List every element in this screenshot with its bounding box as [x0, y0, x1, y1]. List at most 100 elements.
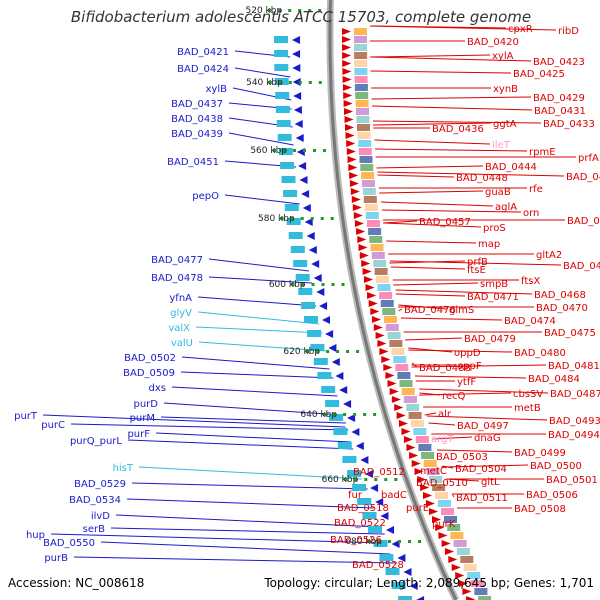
- gene-label-right: BAD_0420: [467, 37, 519, 48]
- gene-arrow-right: [403, 436, 413, 443]
- tick-dot: [288, 81, 292, 84]
- gene-label-right: cbsSV: [513, 389, 543, 400]
- gene-arrow-right: [345, 124, 354, 131]
- gene-block-right: [360, 164, 374, 171]
- gene-arrow-right: [396, 412, 406, 419]
- gene-arrow-right: [362, 268, 372, 275]
- gene-arrow-left: [351, 428, 360, 436]
- gene-block-right: [354, 76, 368, 83]
- connector-right: [400, 317, 503, 321]
- gene-block-right: [437, 500, 451, 507]
- gene-arrow-left: [313, 274, 322, 282]
- gene-block-left: [276, 120, 291, 127]
- connector-right: [411, 364, 547, 368]
- gene-block-right: [389, 340, 403, 347]
- gene-arrow-right: [346, 148, 356, 155]
- gene-label-left: serB: [83, 524, 105, 535]
- gene-label-left: BAD_0529: [74, 479, 126, 490]
- gene-block-left: [325, 400, 340, 407]
- gene-label-right: BAD_0476: [404, 305, 456, 316]
- gene-arrow-left: [293, 106, 302, 114]
- gene-arrow-right: [348, 164, 358, 171]
- gene-arrow-right: [458, 580, 468, 587]
- gene-label-right: BAD_0436: [432, 124, 484, 135]
- gene-block-right: [408, 412, 422, 419]
- tick-dot: [310, 217, 314, 220]
- gene-label-right: gltA2: [536, 250, 562, 261]
- gene-label-right: BAD_0429: [533, 93, 585, 104]
- gene-block-left: [337, 442, 352, 449]
- tick-dot: [300, 217, 304, 220]
- gene-arrow-right: [466, 596, 476, 600]
- connector-right: [411, 362, 418, 368]
- gene-arrow-left: [292, 64, 301, 72]
- gene-arrow-right: [438, 532, 448, 539]
- gene-block-left: [391, 582, 406, 589]
- gene-label-left: BAD_0439: [171, 129, 223, 140]
- gene-block-left: [290, 246, 305, 253]
- gene-label-right: ftsX: [521, 276, 540, 287]
- tick-dot: [268, 9, 272, 12]
- map-title: Bifidobacterium adolescentis ATCC 15703,…: [71, 8, 531, 26]
- connector-left: [198, 341, 326, 352]
- connector-right: [389, 260, 562, 266]
- tick-dot: [290, 217, 294, 220]
- gene-label-left: purD: [134, 399, 159, 410]
- gene-arrow-right: [435, 524, 445, 531]
- gene-label-left: yfnA: [169, 293, 192, 304]
- gene-arrow-right: [379, 348, 389, 355]
- gene-label-left: BAD_0534: [69, 495, 121, 506]
- gene-arrow-left: [319, 302, 328, 310]
- gene-label-right: BAD_0457: [419, 217, 471, 228]
- tick-dot: [320, 217, 324, 220]
- gene-label-right: xylA: [492, 51, 514, 62]
- gene-arrow-right: [391, 396, 401, 403]
- tick-dot: [288, 9, 292, 12]
- gene-label-right: badC: [381, 490, 407, 501]
- gene-label-left: valU: [171, 338, 193, 349]
- gene-block-right: [355, 92, 369, 99]
- gene-label-right: rpmE: [529, 147, 556, 158]
- tick-dot: [343, 413, 347, 416]
- connector-right: [379, 190, 484, 194]
- tick-label: 560 kbp: [250, 146, 287, 156]
- connector-right: [395, 289, 533, 295]
- gene-block-left: [368, 526, 382, 533]
- gene-block-right: [418, 444, 432, 451]
- gene-arrow-right: [353, 212, 363, 219]
- gene-arrow-left: [370, 484, 379, 492]
- gene-arrow-right: [373, 324, 383, 331]
- gene-arrow-left: [296, 148, 305, 156]
- gene-arrow-left: [292, 36, 300, 44]
- connector-left: [42, 414, 346, 428]
- gene-block-left: [310, 344, 325, 351]
- connector-left: [197, 296, 317, 307]
- gene-block-left: [274, 36, 288, 43]
- tick-dot: [306, 350, 310, 353]
- gene-block-left: [274, 50, 289, 57]
- gene-block-right: [401, 388, 415, 395]
- gene-label-right: xynB: [493, 84, 518, 95]
- gene-label-right: BAD_0425: [513, 69, 565, 80]
- gene-arrow-left: [391, 540, 400, 548]
- tick-label: 620 kbp: [283, 347, 320, 357]
- tick-dot: [326, 350, 330, 353]
- gene-label-right: metB: [514, 403, 541, 414]
- gene-label-right: BAD_0493: [549, 416, 600, 427]
- gene-block-left: [298, 288, 313, 295]
- gene-block-left: [288, 232, 303, 239]
- gene-block-right: [460, 556, 474, 563]
- tick-dot: [394, 478, 398, 481]
- gene-block-right: [358, 148, 372, 155]
- tick-dot: [268, 81, 272, 84]
- gene-block-right: [359, 156, 373, 163]
- connector-left: [115, 514, 380, 528]
- gene-arrow-left: [355, 442, 364, 450]
- connector-right: [372, 122, 492, 126]
- gene-arrow-right: [342, 84, 352, 91]
- gene-label-right: fur: [348, 490, 363, 501]
- gene-arrow-right: [375, 332, 385, 339]
- connector-left: [197, 311, 320, 325]
- tick-label: 540 kbp: [246, 78, 283, 88]
- connector-right: [393, 282, 479, 286]
